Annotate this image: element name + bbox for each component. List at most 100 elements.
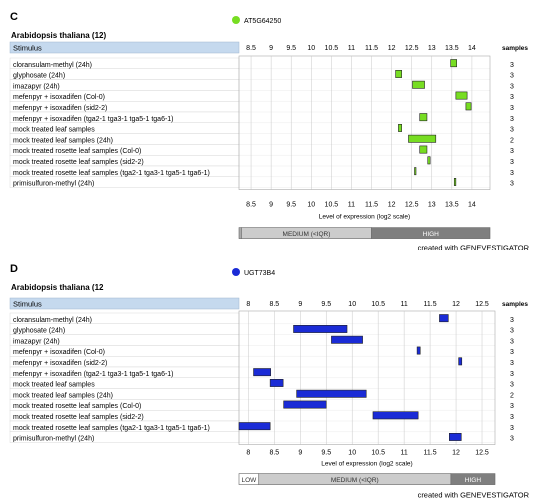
sample-count: 3	[510, 148, 514, 155]
sample-count: 3	[510, 414, 514, 421]
expression-bar	[450, 59, 457, 68]
sample-count: 3	[510, 73, 514, 80]
bottom-tick-label: 8.5	[269, 450, 279, 457]
expression-band-label: HIGH	[423, 231, 440, 238]
sample-count: 3	[510, 105, 514, 112]
bottom-tick-label: 11.5	[424, 450, 437, 457]
row-label: mefenpyr + isoxadifen (tga2-1 tga3-1 tga…	[13, 116, 174, 123]
top-tick-label: 12.5	[475, 301, 489, 308]
expression-bar	[283, 400, 327, 409]
sample-count: 2	[510, 392, 514, 399]
x-axis-label: Level of expression (log2 scale)	[321, 461, 412, 468]
legend-gene-label: AT5G64250	[244, 18, 281, 25]
expression-bar	[331, 335, 363, 344]
expression-bar	[458, 357, 463, 366]
panel-letter: C	[10, 11, 18, 23]
legend-marker	[232, 268, 240, 276]
expression-bar	[427, 156, 431, 165]
bottom-tick-label: 14	[468, 202, 476, 209]
bottom-tick-label: 12	[388, 202, 396, 209]
expression-bar	[416, 346, 421, 355]
sample-count: 3	[510, 94, 514, 101]
top-tick-label: 10	[307, 45, 315, 52]
expression-bar	[238, 422, 271, 431]
top-tick-label: 12	[452, 301, 460, 308]
sample-count: 3	[510, 328, 514, 335]
bottom-tick-label: 13.5	[445, 202, 459, 209]
expression-bar	[455, 91, 468, 100]
bottom-tick-label: 10	[348, 450, 356, 457]
row-label: primisulfuron-methyl (24h)	[13, 436, 94, 443]
expression-bar	[293, 325, 348, 333]
top-tick-label: 9	[269, 45, 273, 52]
top-tick-label: 8	[246, 301, 250, 308]
top-tick-label: 10	[348, 301, 356, 308]
row-label: glyphosate (24h)	[13, 328, 65, 335]
stimulus-header-box	[9, 297, 240, 310]
row-label: primisulfuron-methyl (24h)	[13, 181, 94, 188]
expression-bar	[372, 411, 419, 420]
top-tick-label: 11.5	[424, 301, 437, 308]
expression-bar	[253, 368, 271, 377]
sample-count: 3	[510, 371, 514, 378]
panel-d: D UGT73B4 Arabidopsis thaliana (12 Stimulus…	[0, 255, 550, 501]
top-tick-label: 11.5	[365, 45, 378, 52]
sample-count: 3	[510, 83, 514, 90]
bottom-tick-label: 9	[269, 202, 273, 209]
expression-band	[371, 227, 491, 239]
plot-frame	[238, 55, 491, 190]
row-label: mock treated rosette leaf samples (tga2-…	[13, 425, 210, 432]
bottom-tick-label: 12.5	[405, 202, 419, 209]
row-label: imazapyr (24h)	[13, 338, 60, 345]
bottom-tick-label: 11	[400, 450, 407, 457]
sample-count: 3	[510, 181, 514, 188]
x-axis-label: Level of expression (log2 scale)	[319, 214, 410, 221]
top-tick-label: 10.5	[371, 301, 385, 308]
bottom-tick-label: 11.5	[365, 202, 378, 209]
top-tick-label: 8.5	[269, 301, 279, 308]
expression-band-label: MEDIUM (<IQR)	[331, 477, 379, 484]
row-label: cloransulam-methyl (24h)	[13, 62, 92, 69]
expression-bar	[269, 379, 284, 387]
expression-bar	[395, 70, 402, 78]
top-tick-label: 13.5	[445, 45, 459, 52]
stimulus-header-box	[9, 41, 240, 54]
row-label: mock treated rosette leaf samples (tga2-…	[13, 170, 210, 177]
expression-bar	[296, 389, 367, 398]
expression-bar	[453, 178, 457, 186]
expression-bar	[465, 102, 472, 111]
sample-count: 2	[510, 137, 514, 144]
expression-band-label: MEDIUM (<IQR)	[283, 231, 331, 238]
row-label: cloransulam-methyl (24h)	[13, 317, 92, 324]
row-label: mock treated leaf samples (24h)	[13, 392, 113, 399]
expression-bar	[419, 113, 428, 122]
row-label: mock treated leaf samples (24h)	[13, 137, 113, 144]
top-tick-label: 11	[400, 301, 407, 308]
sample-count: 3	[510, 382, 514, 389]
stimulus-header: Stimulus	[13, 300, 42, 309]
panel-c: C AT5G64250 Arabidopsis thaliana (12) Stimu…	[0, 0, 550, 250]
expression-band-label: LOW	[241, 477, 257, 484]
row-label: mock treated rosette leaf samples (sid2-…	[13, 159, 144, 166]
top-tick-label: 9.5	[321, 301, 331, 308]
row-label: mefenpyr + isoxadifen (tga2-1 tga3-1 tga…	[13, 371, 174, 378]
footer-credit: created with GENEVESTIGATOR	[418, 244, 530, 250]
bottom-tick-label: 10.5	[325, 202, 339, 209]
sample-count: 3	[510, 349, 514, 356]
row-label: mefenpyr + isoxadifen (Col-0)	[13, 349, 105, 356]
bottom-tick-label: 12.5	[475, 450, 489, 457]
row-label: mock treated rosette leaf samples (Col-0…	[13, 148, 141, 155]
bottom-tick-label: 10	[307, 202, 315, 209]
row-label: mock treated rosette leaf samples (sid2-…	[13, 414, 144, 421]
bottom-tick-label: 10.5	[371, 450, 385, 457]
sample-count: 3	[510, 170, 514, 177]
expression-bar	[414, 167, 417, 176]
bottom-tick-label: 12	[452, 450, 460, 457]
row-label: mefenpyr + isoxadifen (sid2-2)	[13, 105, 107, 112]
row-label: imazapyr (24h)	[13, 83, 60, 90]
bottom-tick-label: 8.5	[246, 202, 256, 209]
bottom-tick-label: 9	[298, 450, 302, 457]
footer-credit: created with GENEVESTIGATOR	[418, 491, 530, 500]
bottom-tick-label: 8	[246, 450, 250, 457]
expression-bar	[449, 433, 462, 441]
